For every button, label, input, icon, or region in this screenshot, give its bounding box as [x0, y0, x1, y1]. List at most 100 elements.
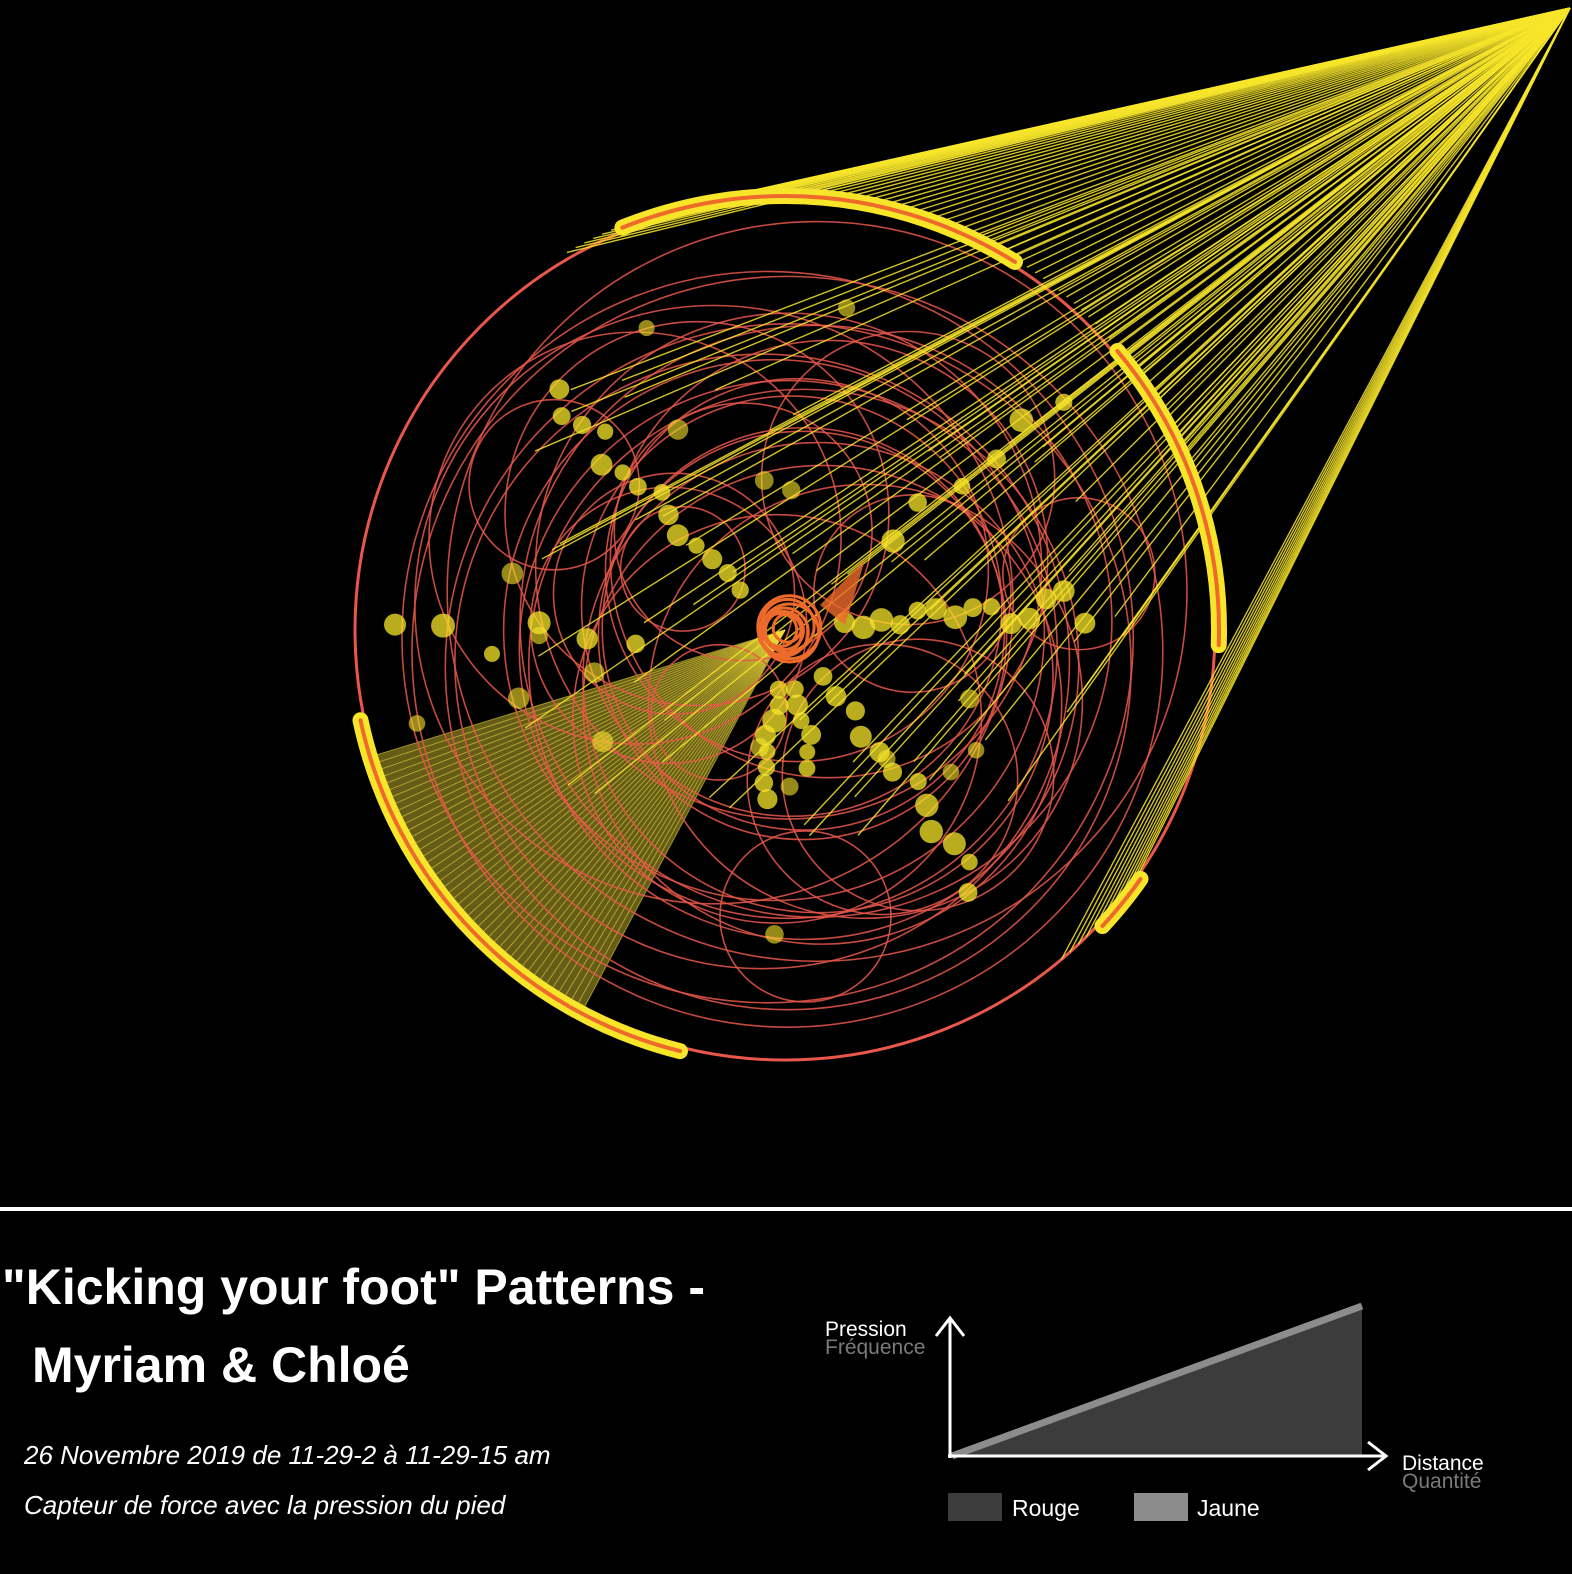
yellow-dot — [653, 483, 671, 501]
fan-line — [485, 629, 786, 940]
fan-line — [465, 629, 786, 919]
red-circle — [650, 643, 788, 781]
yellow-dot — [963, 598, 983, 618]
yellow-dot — [924, 598, 947, 620]
yellow-dot — [552, 407, 571, 426]
legend-swatch-rouge — [948, 1493, 1002, 1521]
yellow-dot — [961, 853, 978, 871]
yellow-dot — [908, 601, 927, 620]
yellow-dot — [507, 687, 530, 709]
title-line-1: "Kicking your foot" Patterns - — [2, 1259, 706, 1315]
red-circle — [582, 464, 1063, 945]
yellow-ray — [1160, 7, 1571, 411]
fan-line — [491, 629, 786, 945]
yellow-dot-layer — [384, 299, 1096, 944]
yellow-ray — [852, 7, 1571, 763]
yellow-dot — [597, 423, 614, 440]
yellow-dot — [754, 471, 774, 490]
yellow-dot — [785, 680, 804, 699]
yellow-ray — [929, 7, 1571, 220]
core-ring — [756, 594, 823, 661]
page-title: "Kicking your foot" Patterns - Myriam & … — [2, 1248, 705, 1404]
yellow-dot — [1053, 580, 1075, 602]
orange-arc — [1115, 349, 1222, 648]
yellow-ray — [534, 7, 1571, 452]
fan-line — [569, 629, 786, 1003]
red-circle — [812, 494, 1012, 694]
red-circle — [613, 402, 873, 662]
yellow-dot — [658, 504, 679, 526]
yellow-ray — [663, 7, 1571, 721]
red-circle — [527, 388, 1080, 941]
red-circle — [781, 638, 1055, 912]
yellow-ray — [1018, 7, 1571, 263]
legend-y-label-primary: Pression — [825, 1318, 907, 1341]
fan-line — [537, 629, 786, 983]
yellow-dot — [1009, 408, 1034, 432]
yellow-dot — [982, 598, 1001, 616]
yellow-dot — [851, 615, 876, 640]
yellow-dot — [530, 626, 548, 645]
yellow-dot — [869, 608, 894, 632]
red-circle — [414, 304, 1014, 905]
yellow-dot — [960, 689, 980, 709]
yellow-dot — [757, 788, 778, 810]
yellow-dot — [919, 819, 944, 844]
yellow-ray — [1190, 7, 1571, 473]
yellow-dot — [881, 529, 905, 553]
yellow-dot — [592, 731, 614, 753]
fan-line — [378, 629, 786, 771]
fan-line — [405, 629, 786, 833]
yellow-ray — [621, 7, 1571, 382]
core-wedge — [820, 560, 865, 625]
yellow-dot — [628, 477, 647, 496]
red-circle — [411, 275, 1164, 1028]
orange-arc — [358, 718, 683, 1054]
red-circle — [502, 358, 1046, 902]
yellow-ray — [1088, 7, 1571, 318]
yellow-dot — [915, 793, 939, 817]
yellow-ray — [624, 7, 1571, 398]
yellow-dot — [757, 758, 776, 776]
yellow-dot — [638, 320, 655, 337]
yellow-ray — [1066, 7, 1571, 298]
yellow-dot — [731, 581, 749, 599]
yellow-ray — [913, 7, 1571, 763]
yellow-dot — [431, 613, 456, 638]
fan-line — [441, 629, 786, 890]
yellow-dot — [769, 680, 788, 699]
yellow-ray — [862, 7, 1571, 202]
yellow-ray — [570, 7, 1571, 391]
fan-line — [502, 629, 786, 955]
yellow-ray — [1034, 7, 1571, 274]
title-line-2: Myriam & Chloé — [32, 1337, 410, 1393]
yellow-dot — [953, 478, 971, 495]
yellow-ray — [1042, 7, 1571, 280]
red-circle — [647, 483, 1084, 920]
yellow-dot — [572, 415, 592, 435]
yellow-ray — [662, 7, 1571, 517]
yellow-ray — [594, 7, 1571, 795]
yellow-ray — [633, 7, 1571, 684]
yellow-dot — [384, 613, 407, 636]
fan-line — [544, 629, 786, 987]
fan-line — [375, 629, 786, 764]
yellow-ray — [901, 7, 1571, 211]
orange-arc — [1100, 876, 1143, 928]
yellow-dot — [1055, 393, 1073, 411]
yellow-dot — [576, 628, 598, 650]
yellow-dot — [987, 449, 1006, 469]
yellow-dot — [408, 715, 426, 732]
legend-y-label-secondary: Fréquence — [825, 1336, 925, 1359]
yellow-dot — [702, 549, 723, 570]
yellow-dot — [666, 524, 689, 547]
yellow-ray — [808, 7, 1571, 837]
yellow-dot — [1035, 588, 1057, 610]
yellow-dot — [527, 611, 551, 635]
legend-x-label-secondary: Quantité — [1402, 1470, 1481, 1493]
outer-arc-layer — [352, 188, 1228, 1060]
yellow-dot — [825, 686, 847, 707]
yellow-dot — [942, 763, 960, 781]
yellow-ray — [966, 7, 1571, 235]
yellow-dot — [942, 832, 966, 856]
